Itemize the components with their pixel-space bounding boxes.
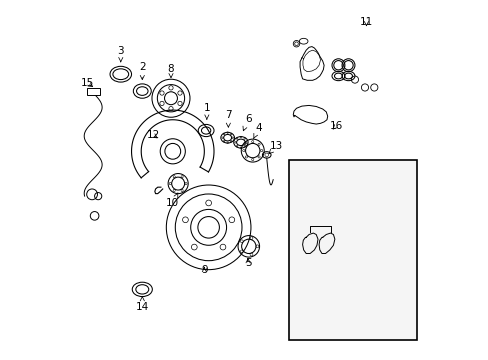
Text: 1: 1 bbox=[203, 103, 210, 119]
Text: 9: 9 bbox=[201, 265, 207, 275]
Text: 2: 2 bbox=[139, 62, 145, 80]
Text: 14: 14 bbox=[135, 297, 149, 312]
Text: 6: 6 bbox=[243, 114, 251, 131]
Bar bbox=[289, 160, 416, 339]
Text: 8: 8 bbox=[167, 64, 174, 78]
Text: 15: 15 bbox=[81, 78, 94, 88]
Text: 7: 7 bbox=[224, 111, 231, 127]
Text: 12: 12 bbox=[146, 130, 160, 140]
Text: 5: 5 bbox=[244, 258, 251, 268]
Text: 4: 4 bbox=[253, 123, 262, 138]
Text: 3: 3 bbox=[117, 46, 124, 62]
Text: 16: 16 bbox=[328, 121, 342, 131]
Text: 10: 10 bbox=[166, 193, 179, 208]
Bar bbox=[86, 88, 100, 95]
Text: 11: 11 bbox=[359, 17, 372, 27]
Text: 13: 13 bbox=[268, 141, 283, 154]
